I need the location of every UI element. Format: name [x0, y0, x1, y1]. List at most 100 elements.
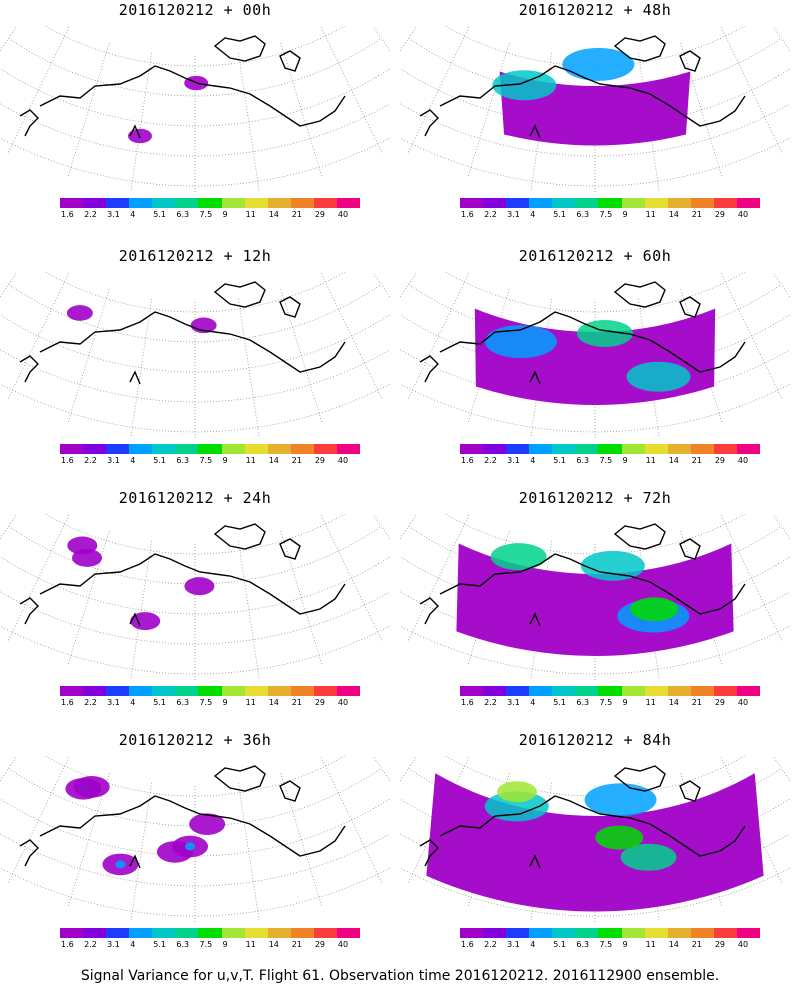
colorbar-swatch: [106, 686, 130, 696]
colorbar-label: 7.5: [199, 940, 213, 949]
colorbar-label: 6.3: [576, 940, 590, 949]
colorbar-label: 1.6: [61, 940, 74, 949]
colorbar-swatch: [267, 198, 291, 208]
panel-title: 2016120212 + 24h: [118, 489, 272, 507]
colorbar-swatch: [221, 686, 245, 696]
coastline: [419, 281, 746, 385]
colorbar-label: 1.6: [461, 456, 474, 465]
polar-map: [400, 272, 790, 440]
coastline: [419, 523, 746, 627]
colorbar-label: 4: [530, 940, 536, 949]
forecast-panel: 2016120212 + 48h 1.6 2.2 3.1 4 5.1 6.3 7.5 9 11 14…: [400, 0, 790, 240]
colorbar-label: 7.5: [599, 698, 613, 707]
colorbar-label: 11: [245, 698, 256, 707]
colorbar-label: 7.5: [199, 210, 213, 219]
colorbar-labels: 1.6 2.2 3.1 4 5.1 6.3 7.5 9 11 14 21 29 40: [60, 698, 360, 708]
colorbar-swatch: [198, 198, 222, 208]
colorbar-swatch: [483, 928, 507, 938]
panel-title: 2016120212 + 84h: [518, 731, 672, 749]
colorbar-label: 40: [337, 210, 349, 219]
colorbar-label: 40: [337, 940, 349, 949]
panel-title: 2016120212 + 72h: [518, 489, 672, 507]
colorbar-swatch: [83, 686, 107, 696]
colorbar-swatch: [221, 198, 245, 208]
colorbar-swatch: [598, 686, 622, 696]
colorbar-label: 3.1: [107, 456, 120, 465]
colorbar-label: 4: [130, 940, 136, 949]
colorbar-label: 2.2: [484, 698, 497, 707]
colorbar-swatch: [713, 444, 737, 454]
colorbar: [60, 198, 361, 208]
colorbar-label: 40: [337, 698, 349, 707]
colorbar-label: 3.1: [507, 940, 520, 949]
colorbar-label: 5.1: [553, 940, 567, 949]
colorbar-label: 7.5: [199, 456, 213, 465]
map-area: [400, 514, 790, 682]
forecast-panel: 2016120212 + 60h 1.6 2.2 3.1 4 5.1 6.3 7.5 9 11 14…: [400, 246, 790, 486]
colorbar-swatch: [60, 444, 84, 454]
colorbar-labels: 1.6 2.2 3.1 4 5.1 6.3 7.5 9 11 14 21 29 40: [460, 698, 760, 708]
graticule: [0, 514, 390, 682]
colorbar-label: 21: [691, 940, 702, 949]
map-area: [400, 26, 790, 194]
colorbar-swatch: [621, 444, 645, 454]
colorbar-swatch: [60, 198, 84, 208]
panel-title: 2016120212 + 00h: [118, 1, 272, 19]
colorbar-label: 11: [645, 456, 656, 465]
coastline: [19, 765, 346, 869]
colorbar-swatch: [483, 198, 507, 208]
colorbar-swatch: [667, 686, 691, 696]
colorbar-label: 11: [645, 698, 656, 707]
colorbar-swatch: [736, 198, 761, 208]
colorbar-swatch: [267, 928, 291, 938]
colorbar-label: 21: [691, 210, 702, 219]
colorbar-label: 5.1: [153, 456, 167, 465]
colorbar-swatch: [529, 444, 553, 454]
colorbar-label: 6.3: [576, 698, 590, 707]
colorbar-swatch: [529, 928, 553, 938]
colorbar-label: 9: [622, 456, 628, 465]
graticule: [0, 272, 390, 440]
colorbar-swatch: [690, 928, 714, 938]
colorbar-label: 6.3: [576, 456, 590, 465]
colorbar-label: 4: [130, 698, 136, 707]
forecast-panel: 2016120212 + 24h 1.6 2.2 3.1 4 5.1 6.3 7.5 9 11 14…: [0, 488, 390, 728]
colorbar-labels: 1.6 2.2 3.1 4 5.1 6.3 7.5 9 11 14 21 29 40: [460, 210, 760, 220]
colorbar-label: 2.2: [484, 456, 497, 465]
colorbar-label: 29: [314, 698, 326, 707]
coastline: [19, 35, 346, 139]
colorbar-label: 2.2: [84, 456, 97, 465]
colorbar-swatch: [221, 928, 245, 938]
colorbar-swatch: [60, 686, 84, 696]
colorbar: [460, 686, 761, 696]
colorbar-swatch: [460, 198, 484, 208]
colorbar-swatch: [244, 444, 268, 454]
colorbar-swatch: [690, 444, 714, 454]
colorbar-swatch: [552, 928, 576, 938]
colorbar-label: 14: [268, 940, 279, 949]
colorbar-label: 6.3: [176, 210, 190, 219]
colorbar-label: 29: [314, 940, 326, 949]
colorbar-swatch: [83, 198, 107, 208]
colorbar-swatch: [713, 198, 737, 208]
colorbar-swatch: [83, 444, 107, 454]
colorbar-label: 21: [691, 456, 702, 465]
colorbar-swatch: [129, 444, 153, 454]
colorbar-swatch: [60, 928, 84, 938]
colorbar-swatch: [198, 444, 222, 454]
map-area: [400, 272, 790, 440]
colorbar-label: 9: [222, 210, 228, 219]
colorbar-label: 29: [314, 210, 326, 219]
variance-field: [67, 536, 215, 631]
polar-map: [400, 26, 790, 194]
colorbar-swatch: [506, 686, 530, 696]
colorbar-label: 29: [314, 456, 326, 465]
colorbar-swatch: [83, 928, 107, 938]
colorbar-swatch: [575, 928, 599, 938]
colorbar-label: 14: [268, 698, 279, 707]
colorbar-label: 5.1: [153, 698, 167, 707]
colorbar-label: 5.1: [553, 698, 567, 707]
colorbar-label: 29: [714, 698, 726, 707]
colorbar-swatch: [644, 198, 668, 208]
colorbar-swatch: [152, 444, 176, 454]
